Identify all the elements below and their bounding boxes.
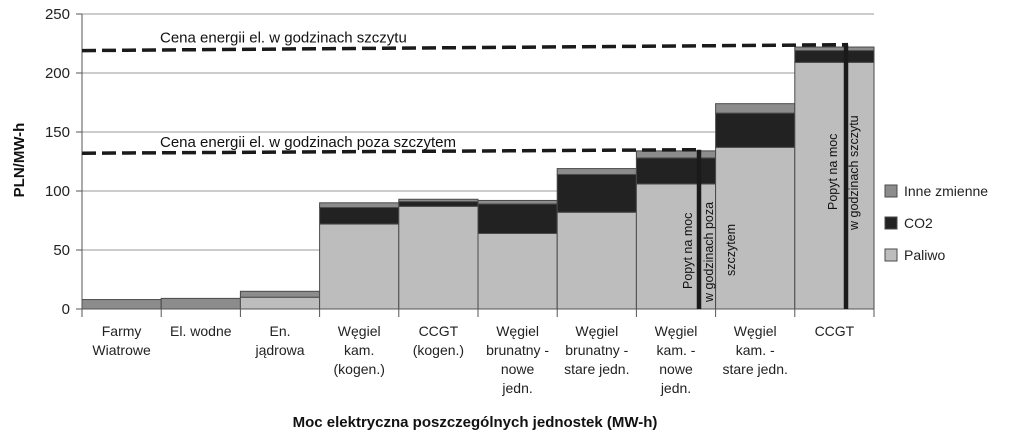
bar-9-co2 (794, 50, 875, 63)
bar-4-co2 (398, 201, 479, 207)
offpeak-demand-label-line-2: szczytem (724, 224, 738, 276)
bar-5-inne-zmienne (477, 199, 558, 205)
category-label-2: En. jądrowa (254, 323, 304, 358)
bar-9-paliwo (794, 61, 875, 310)
axes (76, 13, 875, 317)
y-tick-label-4: 200 (45, 65, 70, 82)
category-label-6: Węgiel brunatny -stare jedn. (564, 323, 629, 377)
bar-8-co2 (715, 112, 796, 148)
peak-price-label: Cena energii el. w godzinach szczytu (160, 30, 407, 47)
offpeak-price-label: Cena energii el. w godzinach poza szczyt… (160, 134, 456, 151)
legend: Inne zmienne CO2 Paliwo (884, 183, 988, 263)
y-axis-label: PLN/MW-h (11, 123, 28, 198)
bar-3-paliwo (319, 223, 400, 310)
bar-4-paliwo (398, 205, 479, 310)
offpeak-demand-label-line-0: Popyt na moc (681, 213, 695, 289)
peak-demand-label: Popyt na moc w godzinach szczytu (826, 115, 861, 231)
bar-5-co2 (477, 203, 558, 234)
category-label-4: CCGT (kogen.) (413, 323, 464, 358)
x-axis-label: Moc elektryczna poszczególnych jednostek… (293, 414, 658, 431)
category-label-8: Węgiel kam. -stare jedn. (723, 323, 788, 377)
bar-9-inne-zmienne (794, 46, 875, 52)
bar-5-paliwo (477, 232, 558, 310)
y-ticks: 0 50 100 150 200 250 (45, 6, 70, 318)
peak-price-line (81, 42, 849, 53)
bar-7-inne-zmienne (635, 150, 717, 159)
y-tick-label-3: 150 (45, 124, 70, 141)
bar-0-inne-zmienne (81, 299, 162, 310)
bar-2-paliwo (239, 296, 321, 310)
bar-3-co2 (319, 207, 400, 225)
y-tick-label-2: 100 (45, 183, 70, 200)
y-tick-label-0: 0 (62, 301, 70, 318)
bar-6-paliwo (556, 211, 637, 310)
legend-label-1: CO2 (904, 215, 933, 231)
y-tick-label-5: 250 (45, 6, 70, 23)
peak-demand-label-line-1: w godzinach szczytu (847, 115, 861, 231)
legend-swatch-2 (884, 248, 898, 262)
legend-swatch-0 (884, 184, 898, 198)
bar-1-inne-zmienne (160, 297, 241, 310)
legend-label-2: Paliwo (904, 247, 945, 263)
bar-6-inne-zmienne (556, 168, 637, 175)
category-label-7: Węgiel kam. -nowe jedn. (655, 323, 698, 396)
offpeak-demand-label: Popyt na moc w godzinach poza szczytem (681, 202, 738, 303)
x-categories: Farmy Wiatrowe El. wodne En. jądrowa Węgiel ka… (92, 323, 854, 396)
demand-lines: Popyt na moc w godzinach poza szczytemPopy… (681, 44, 861, 309)
bar-7-co2 (635, 157, 717, 185)
legend-swatch-1 (884, 216, 898, 230)
bar-8-inne-zmienne (715, 103, 796, 114)
bar-3-inne-zmienne (319, 202, 400, 209)
category-label-5: Węgiel brunatny -nowe jedn. (486, 323, 549, 396)
bar-4-inne-zmienne (398, 198, 479, 203)
offpeak-price-line (81, 147, 701, 155)
bars (81, 46, 875, 310)
category-label-3: Węgiel kam. (kogen.) (334, 323, 385, 377)
annotations: Cena energii el. w godzinach szczytu Cena… (81, 30, 849, 155)
bar-2-inne-zmienne (239, 290, 321, 298)
legend-label-0: Inne zmienne (904, 183, 988, 199)
y-tick-label-1: 50 (53, 242, 70, 259)
offpeak-demand-label-line-1: w godzinach poza (702, 202, 716, 303)
peak-demand-label-line-0: Popyt na moc (826, 134, 840, 210)
category-label-1: El. wodne (170, 323, 232, 339)
bar-6-co2 (556, 173, 637, 213)
category-label-9: CCGT (815, 323, 855, 339)
category-label-0: Farmy Wiatrowe (92, 323, 151, 358)
